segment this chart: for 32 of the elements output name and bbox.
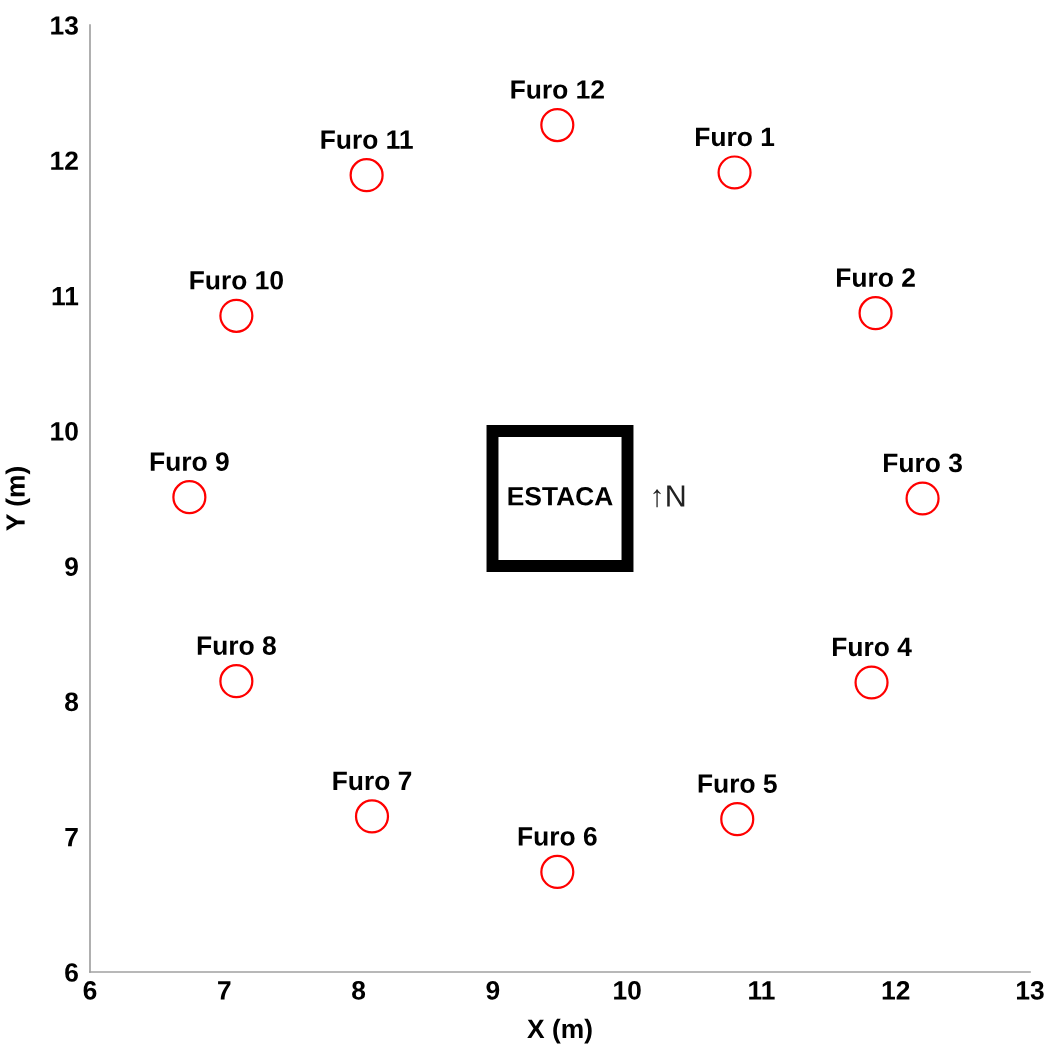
- x-tick-label: 11: [749, 981, 775, 1000]
- annotation: ↑N: [653, 485, 685, 508]
- data-label: Furo 12: [511, 80, 604, 99]
- y-axis-title: Y (m): [5, 467, 31, 531]
- y-tick-label: 6: [65, 963, 78, 982]
- x-tick-label: 12: [882, 981, 910, 1000]
- data-label: Furo 3: [884, 453, 962, 473]
- x-tick-label: 7: [218, 981, 231, 1000]
- x-tick-label: 9: [486, 981, 500, 1000]
- y-tick-label: 8: [65, 692, 79, 712]
- data-label: Furo 7: [333, 771, 412, 791]
- x-tick-label: 10: [614, 981, 641, 1000]
- x-tick-label: 6: [83, 981, 97, 1000]
- data-label: Furo 8: [197, 636, 276, 655]
- x-tick-label: 8: [352, 981, 366, 1000]
- y-tick-label: 12: [51, 151, 78, 170]
- x-tick-label: 13: [1016, 981, 1044, 1000]
- data-label: Furo 1: [696, 127, 775, 147]
- data-label: Furo 9: [150, 452, 229, 471]
- data-label: Furo 4: [832, 637, 912, 657]
- y-tick-label: 11: [52, 286, 79, 306]
- y-tick-label: 10: [51, 421, 78, 441]
- data-label: Furo 11: [321, 130, 413, 149]
- data-label: Furo 10: [190, 270, 283, 290]
- y-tick-label: 9: [65, 557, 78, 576]
- y-tick-label: 13: [51, 16, 78, 35]
- data-label: Furo 6: [518, 826, 597, 846]
- data-label: Furo 5: [698, 774, 777, 793]
- data-label: Furo 2: [837, 268, 915, 287]
- x-axis-title: X (m): [527, 1018, 592, 1044]
- y-tick-label: 7: [65, 828, 78, 847]
- annotation: ESTACA: [508, 486, 613, 506]
